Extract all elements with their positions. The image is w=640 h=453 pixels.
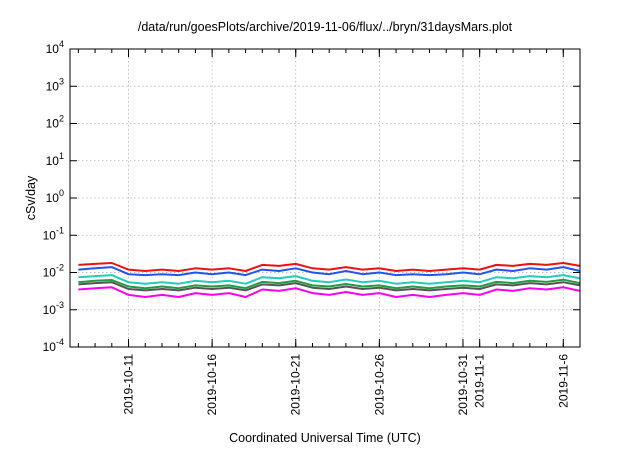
series-line-5 — [78, 281, 581, 292]
y-tick-label: 100 — [46, 188, 64, 205]
series-line-2 — [78, 266, 581, 277]
y-tick-label: 101 — [46, 151, 64, 168]
x-tick-label: 2019-10-11 — [122, 354, 136, 415]
x-tick-label: 2019-10-21 — [289, 354, 303, 416]
series-line-3 — [78, 274, 581, 285]
chart-title: /data/run/goesPlots/archive/2019-11-06/f… — [138, 20, 513, 34]
x-tick-label: 2019-10-16 — [205, 354, 219, 416]
y-tick-label: 104 — [46, 39, 64, 56]
x-tick-label: 2019-11-6 — [556, 354, 570, 408]
y-tick-label: 10-3 — [43, 300, 64, 317]
x-axis-title: Coordinated Universal Time (UTC) — [229, 431, 421, 445]
y-tick-label: 102 — [46, 114, 64, 131]
y-tick-label: 10-4 — [43, 337, 64, 354]
x-axis: 2019-10-11 2019-10-16 2019-10-21 2019-10-26… — [77, 49, 570, 416]
y-axis: 10-4 10-3 10-2 10-1 100 101 102 103 104 — [43, 39, 580, 354]
y-tick-label: 10-2 — [43, 263, 64, 280]
y-axis-title: cSv/day — [24, 175, 38, 220]
x-tick-label: 2019-10-26 — [372, 354, 386, 416]
series-line-6 — [78, 286, 581, 298]
x-tick-label: 2019-10-31 — [456, 354, 470, 416]
y-tick-label: 10-1 — [43, 225, 64, 242]
series-line-1 — [78, 262, 581, 272]
series-layer — [78, 262, 581, 298]
series-line-4 — [78, 278, 581, 290]
y-tick-label: 103 — [46, 76, 64, 93]
grid-lines — [70, 49, 580, 347]
x-tick-label: 2019-11-1 — [473, 354, 487, 408]
